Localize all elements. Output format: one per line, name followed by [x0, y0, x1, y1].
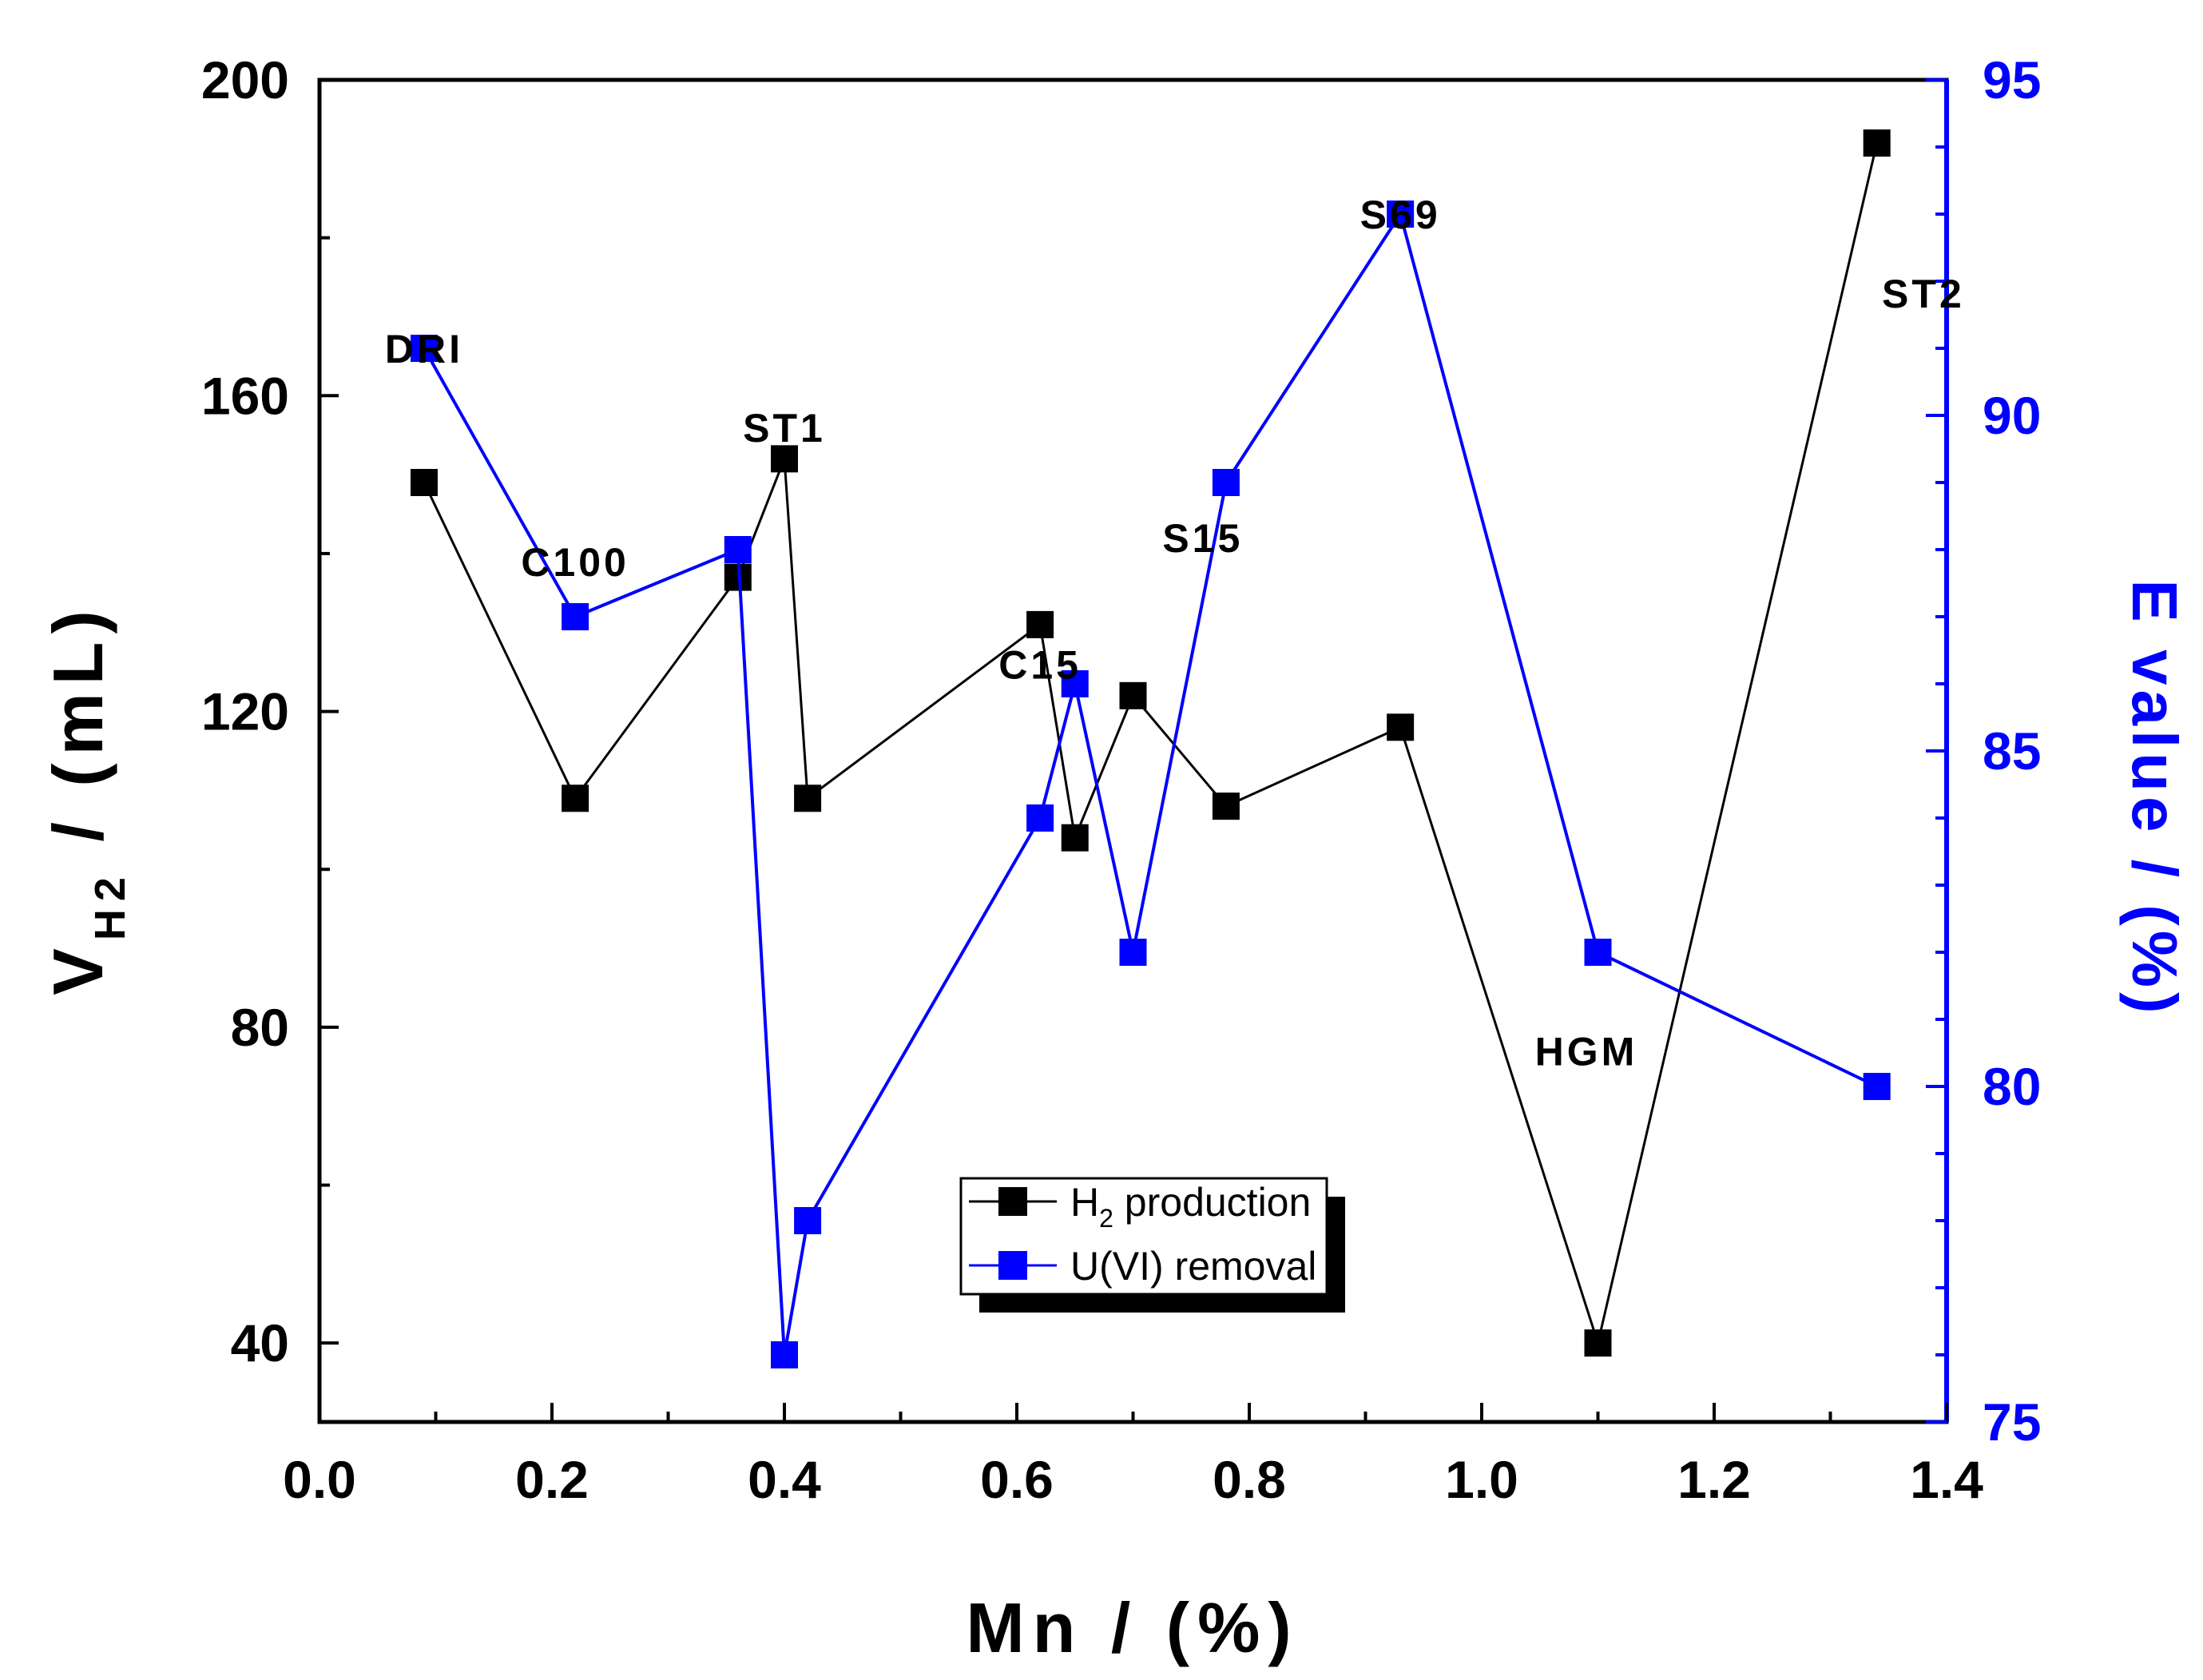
legend-u-label: U(VI) removal: [1070, 1244, 1316, 1289]
y-right-tick-label: 80: [1983, 1057, 2041, 1116]
y-right-tick-label: 85: [1983, 721, 2041, 780]
u-data-point: [771, 1341, 798, 1368]
sample-label-st2: ST2: [1882, 272, 1965, 316]
u-data-point: [1212, 469, 1240, 496]
u-data-point: [1584, 939, 1612, 966]
series-layer: [410, 129, 1891, 1368]
y-left-tick-label: 200: [201, 50, 289, 109]
sample-label-s15: S15: [1162, 516, 1243, 561]
y-left-tick-label: 160: [201, 366, 289, 425]
tick-layer: 0.0 0.2 0.4 0.6 0.8 1.0 1.2 1.4 40 80 120 160 200 75 8…: [201, 50, 2042, 1509]
annotation-layer: DRI C100 ST1 C15 S15 S69 ST2 HGM: [385, 193, 1965, 1074]
sample-label-c100: C100: [521, 540, 629, 585]
h2-data-point: [794, 784, 822, 812]
y-right-tick-label: 90: [1983, 386, 2041, 445]
sample-label-s69: S69: [1360, 193, 1441, 237]
u-data-point: [1863, 1073, 1891, 1100]
u-data-point: [1119, 939, 1147, 966]
h2-data-point: [1387, 713, 1415, 741]
h2-data-point: [1061, 824, 1089, 852]
u-data-point: [1387, 201, 1415, 228]
x-tick-label: 0.6: [980, 1450, 1054, 1509]
h2-data-point: [1584, 1329, 1612, 1357]
sample-label-dri: DRI: [385, 327, 463, 371]
h2-data-point: [410, 469, 438, 496]
u-data-point: [1026, 804, 1054, 832]
u-data-point: [1061, 670, 1089, 697]
h2-data-point: [1863, 129, 1891, 157]
u-data-point: [410, 335, 438, 362]
h2-data-point: [1026, 610, 1054, 638]
x-tick-label: 0.0: [283, 1450, 356, 1509]
legend-h2-label: H2 production: [1070, 1180, 1311, 1233]
sample-label-st1: ST1: [743, 406, 826, 451]
legend: H2 production U(VI) removal: [959, 1177, 1345, 1313]
x-tick-label: 0.4: [748, 1450, 821, 1509]
x-tick-label: 0.8: [1213, 1450, 1286, 1509]
y-left-tick-label: 40: [231, 1313, 289, 1372]
y-right-tick-label: 75: [1983, 1392, 2041, 1452]
legend-h2-main: H: [1070, 1180, 1099, 1225]
right-axis-title-text: E value / (%): [2119, 579, 2190, 1018]
y-right-tick-label: 95: [1983, 50, 2041, 109]
right-axis-title: E value / (%): [2119, 579, 2190, 1018]
svg-text:VH2 / (mL): VH2 / (mL): [38, 602, 134, 995]
left-axis-title-main: V: [38, 940, 117, 995]
left-axis-title-subscript: H2: [86, 869, 134, 940]
sample-label-hgm: HGM: [1535, 1030, 1638, 1074]
legend-u-marker: [998, 1251, 1027, 1280]
u-data-point: [794, 1207, 822, 1234]
legend-h2-marker: [998, 1187, 1027, 1216]
left-axis-title: VH2 / (mL): [38, 602, 134, 995]
h2-data-point: [771, 445, 798, 473]
h2-series-line: [423, 142, 1879, 1348]
y-left-tick-label: 80: [231, 998, 289, 1057]
y-left-tick-label: 120: [201, 682, 289, 741]
h2-data-point: [1212, 792, 1240, 820]
u-series-line: [423, 210, 1878, 1356]
legend-h2-subscript: 2: [1099, 1204, 1113, 1233]
left-axis-title-rest: / (mL): [38, 602, 117, 869]
x-tick-label: 0.2: [515, 1450, 589, 1509]
x-tick-label: 1.2: [1677, 1450, 1751, 1509]
u-data-point: [724, 536, 752, 563]
h2-data-point: [562, 784, 589, 812]
x-tick-label: 1.4: [1910, 1450, 1983, 1509]
x-axis-title: Mn / (%): [966, 1588, 1299, 1667]
legend-h2-rest: production: [1113, 1180, 1311, 1225]
u-data-point: [562, 603, 589, 630]
sample-label-c15: C15: [998, 642, 1082, 687]
h2-data-point: [1119, 681, 1147, 709]
x-tick-label: 1.0: [1445, 1450, 1518, 1509]
